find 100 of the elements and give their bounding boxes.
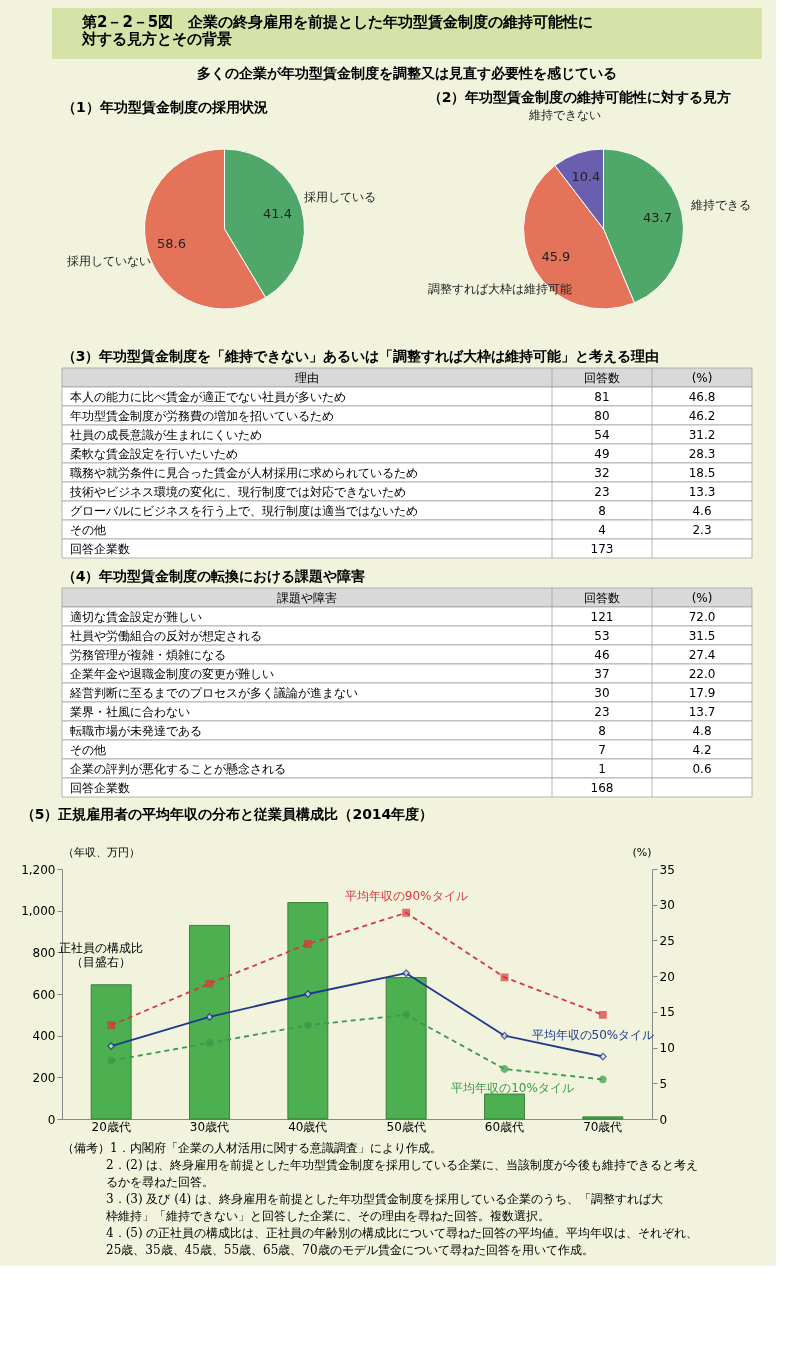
data-label: 13.3 [688,484,716,499]
category-label: 転職市場が未発達である [70,723,202,738]
x-tick-label: 20歳代 [91,1119,131,1134]
data-label: 46 [594,647,610,662]
category-label: 社員や労働組合の反対が想定される [70,628,262,643]
y2-tick-label: 10 [659,1041,675,1056]
category-label: 企業年金や退職金制度の変更が難しい [70,666,274,681]
bar [385,977,427,1120]
data-label: 32 [594,465,610,480]
series-label: 正社員の構成比（目盛右） [59,940,144,969]
category-label: 経営判断に至るまでのプロセスが多く議論が進まない [69,685,358,700]
category-label: 労務管理が複雑・煩雑になる [70,647,226,662]
y2-tick-label: 15 [659,1005,675,1020]
chart-title: （1）年功型賃金制度の採用状況 [62,99,268,115]
text: 多くの企業が年功型賃金制度を調整又は見直す必要性を感じている [197,65,617,81]
point [598,1052,607,1061]
data-label: 46.8 [688,389,716,404]
data-label: 8 [598,723,606,738]
point [402,969,411,978]
data-label: 43.7 [642,210,672,226]
category-label: その他 [70,742,106,757]
category-label: 適切な賃金設定が難しい [70,609,202,624]
category-label: グローバルにビジネスを行う上で、現行制度は適当ではないため [70,503,418,518]
x-tick-label: 40歳代 [288,1119,328,1134]
category-label: 回答企業数 [70,541,130,556]
data-label: 23 [594,704,610,719]
point [303,940,312,948]
data-label: 4.2 [692,742,712,757]
text: 4．(5) の正社員の構成比は、正社員の年齢別の構成比について尋ねた回答の平均値。平均年収は、それぞれ、25歳、35歳、45歳、55歳、65歳、70歳のモデル賃金について尋ねた回答を用いて作成。 [106,1226,699,1257]
data-label: 81 [594,389,610,404]
point [402,908,411,917]
text: 理由 [295,370,319,385]
x-tick-label: 30歳代 [189,1119,230,1134]
y-tick-label: 1,000 [21,904,56,919]
data-label: 72.0 [688,609,716,624]
data-label: 41.4 [263,206,292,222]
y2-tick-label: 0 [659,1112,668,1127]
x-tick-label: 60歳代 [484,1119,525,1134]
y2-axis-title: (%) [632,845,652,859]
y2-tick-label: 35 [659,862,675,877]
slice-label: 採用していない [66,254,151,269]
y-axis-title: （年収、万円） [62,845,140,859]
data-label: 0.6 [692,761,712,776]
series-label: 回答数 [584,590,620,605]
series-label: 平均年収の10%タイル [451,1081,574,1095]
data-label: 27.4 [688,647,716,662]
data-label: 7 [598,742,606,757]
text: (%) [691,590,713,605]
y2-tick-label: 5 [659,1076,668,1091]
text: （3）年功型賃金制度を「維持できない」あるいは「調整すれば大枠は維持可能」と考える理由 [61,347,660,364]
bar [189,925,230,1120]
data-label: 30 [594,685,610,700]
bar [582,1116,624,1120]
data-label: 1 [598,761,606,776]
point [500,973,509,982]
data-label: 31.5 [688,628,716,643]
series-label: 平均年収の50%タイル [531,1027,655,1042]
category-label: 柔軟な賃金設定を行いたいため [70,446,238,461]
text: （備考）1．内閣府「企業の人材活用に関する意識調査」により作成。 [62,1141,442,1155]
point [500,1031,509,1040]
data-label: 2.3 [692,522,712,537]
data-label: 22.0 [688,666,716,681]
data-label: 13.7 [688,704,716,719]
data-label: 4 [598,522,606,537]
y-tick-label: 400 [32,1029,56,1044]
point [598,1010,607,1019]
data-label: 17.9 [688,685,716,700]
y2-tick-label: 20 [659,969,675,984]
data-label: 58.6 [157,235,186,251]
category-label: 本人の能力に比べ賃金が適正でない社員が多いため [70,389,346,404]
series-label: 平均年収の90%タイル [344,888,468,903]
slice-label: 維持できる [690,198,752,213]
text: 2．(2) は、終身雇用を前提とした年功型賃金制度を採用している企業に、当該制度が今後も維持できると考えるかを尋ねた回答。 [106,1158,699,1189]
category-label: 企業の評判が悪化することが懸念される [70,761,286,776]
data-label: 49 [594,446,610,461]
data-label: 18.5 [688,465,716,480]
text: 3．(3) 及び (4) は、終身雇用を前提とした年功型賃金制度を採用している企業のうち、「調整すれば大枠維持」「維持できない」と回答した企業に、その理由を尋ねた回答。複数選択。 [105,1192,664,1223]
data-label: 54 [594,427,610,442]
y-tick-label: 1,200 [21,862,56,877]
text: (%) [691,370,713,385]
data-label: 4.8 [692,723,712,738]
y-tick-label: 800 [32,945,56,960]
data-label: 23 [594,484,610,499]
data-label: 173 [590,541,614,556]
category-label: 回答企業数 [70,780,130,795]
point [303,990,312,998]
y-tick-label: 200 [32,1070,56,1085]
data-label: 46.2 [688,408,716,423]
point [500,1065,509,1073]
text: （4）年功型賃金制度の転換における課題や障害 [61,567,366,584]
text: 課題や障害 [277,590,337,605]
data-label: 8 [598,503,606,518]
data-label: 45.9 [541,248,571,264]
slice-label: 採用している [304,189,377,204]
data-label: 121 [590,609,614,624]
data-label: 10.4 [571,168,601,184]
category-label: 社員の成長意識が生まれにくいため [70,427,262,442]
bar [90,984,132,1120]
y-tick-label: 600 [32,987,56,1002]
point [598,1075,607,1084]
